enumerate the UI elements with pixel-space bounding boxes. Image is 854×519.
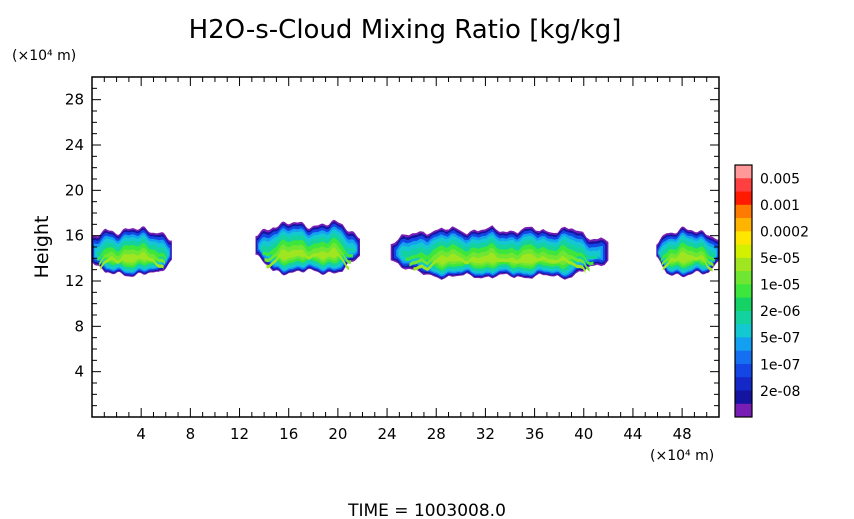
cloud-contour-band xyxy=(662,251,713,272)
x-tick-label: 40 xyxy=(574,425,593,443)
colorbar-swatch xyxy=(735,390,752,405)
x-tick-label: 48 xyxy=(673,425,692,443)
colorbar-swatch xyxy=(735,191,752,206)
colorbar-swatch xyxy=(735,297,752,312)
colorbar-swatch xyxy=(735,271,752,285)
y-tick-label: 20 xyxy=(65,181,84,199)
y-tick-label: 8 xyxy=(74,317,84,335)
x-tick-label: 36 xyxy=(525,425,544,443)
colorbar-frame xyxy=(734,164,753,418)
colorbar-swatch xyxy=(735,244,752,259)
colorbar-swatch xyxy=(735,403,752,418)
colorbar-swatch xyxy=(735,165,752,179)
colorbar-swatch xyxy=(735,178,752,192)
colorbar-label: 1e-05 xyxy=(760,278,800,294)
cloud-region xyxy=(92,226,172,277)
cloud-region xyxy=(656,226,719,278)
cloud-field xyxy=(92,219,719,280)
colorbar-label: 0.0002 xyxy=(760,225,809,241)
colorbar-swatch xyxy=(735,377,752,391)
x-tick-label: 32 xyxy=(476,425,495,443)
x-axis: 4 8 12 16 20 24 28 32 36 40 44 48 xyxy=(103,77,708,443)
x-tick-label: 8 xyxy=(186,425,196,443)
x-tick-label: 12 xyxy=(230,425,249,443)
colorbar-swatch xyxy=(735,363,752,378)
cloud-contour-band xyxy=(100,251,164,271)
colorbar: 0.005 0.001 0.0002 5e-05 1e-05 2e-06 5e-07 1e-0… xyxy=(734,164,809,418)
y-tick-label: 28 xyxy=(65,91,84,109)
time-footer: TIME = 1003008.0 xyxy=(347,501,506,519)
colorbar-swatch xyxy=(735,337,752,352)
y-tick-label: 24 xyxy=(65,136,84,154)
chart-title: H2O-s-Cloud Mixing Ratio [kg/kg] xyxy=(189,15,622,45)
colorbar-swatch xyxy=(735,204,752,219)
colorbar-swatch xyxy=(735,218,752,232)
colorbar-label: 0.001 xyxy=(760,198,800,214)
y-tick-label: 4 xyxy=(74,363,84,381)
x-tick-label: 28 xyxy=(427,425,446,443)
colorbar-swatch xyxy=(735,310,752,325)
colorbar-swatch xyxy=(735,324,752,338)
colorbar-swatch xyxy=(735,350,752,365)
y-tick-label: 12 xyxy=(65,272,84,290)
cloud-contour-band xyxy=(413,252,586,274)
x-tick-label: 44 xyxy=(623,425,642,443)
colorbar-label: 0.005 xyxy=(760,172,800,188)
colorbar-swatch xyxy=(735,257,752,272)
colorbar-label: 2e-06 xyxy=(760,304,800,320)
x-tick-label: 24 xyxy=(378,425,397,443)
colorbar-label: 5e-07 xyxy=(760,331,800,347)
x-tick-label: 16 xyxy=(279,425,298,443)
x-tick-label: 20 xyxy=(328,425,347,443)
x-tick-label: 4 xyxy=(136,425,146,443)
cloud-contour-band xyxy=(266,247,350,271)
colorbar-label: 2e-08 xyxy=(760,384,800,400)
x-axis-unit: (×10⁴ m) xyxy=(650,448,714,464)
colorbar-swatch xyxy=(735,284,752,299)
y-axis: 4 8 12 16 20 24 28 xyxy=(65,87,719,407)
colorbar-label: 1e-07 xyxy=(760,357,800,373)
cloud-region xyxy=(390,225,609,280)
cloud-region xyxy=(255,219,360,276)
colorbar-label: 5e-05 xyxy=(760,251,800,267)
y-tick-label: 16 xyxy=(65,227,84,245)
y-axis-unit: (×10⁴ m) xyxy=(12,48,76,64)
colorbar-swatch xyxy=(735,231,752,245)
y-axis-label: Height xyxy=(31,216,53,279)
